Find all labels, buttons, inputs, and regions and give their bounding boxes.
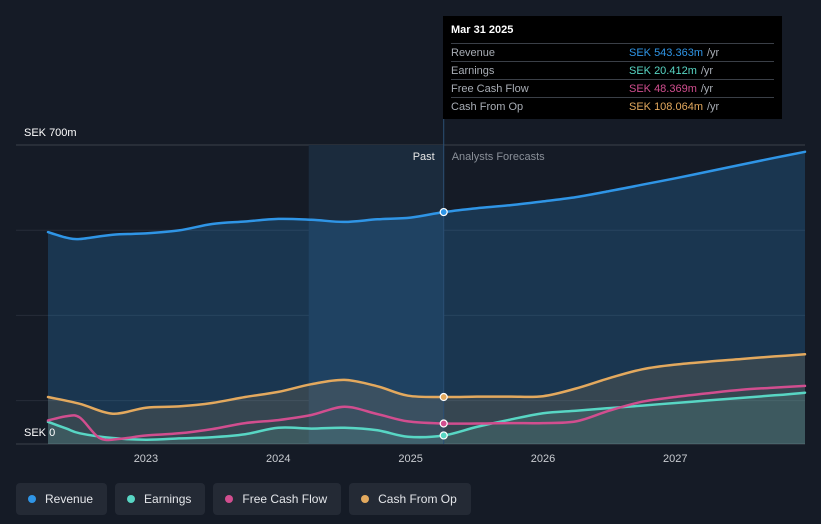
tooltip-value: SEK 48.369m bbox=[629, 82, 697, 95]
legend-label: Cash From Op bbox=[378, 492, 457, 506]
tooltip-label: Earnings bbox=[451, 64, 495, 77]
tooltip-value: SEK 108.064m bbox=[629, 100, 703, 113]
legend-label: Earnings bbox=[144, 492, 192, 506]
tooltip-row-cash-from-op: Cash From Op SEK 108.064m /yr bbox=[451, 97, 774, 115]
x-tick-label: 2026 bbox=[531, 453, 555, 465]
tooltip-date: Mar 31 2025 bbox=[451, 24, 514, 36]
tooltip-value: SEK 20.412m bbox=[629, 64, 697, 77]
legend-item-revenue[interactable]: Revenue bbox=[16, 483, 108, 515]
tooltip-value: SEK 543.363m bbox=[629, 46, 703, 59]
x-tick-label: 2024 bbox=[266, 453, 290, 465]
earnings-dot-icon bbox=[127, 495, 136, 503]
cash-from-op-dot-icon bbox=[361, 495, 370, 503]
free-cash-flow-highlight-point bbox=[439, 419, 448, 428]
tooltip-label: Cash From Op bbox=[451, 100, 524, 113]
tooltip-row-earnings: Earnings SEK 20.412m /yr bbox=[451, 61, 774, 79]
series-areas bbox=[48, 151, 805, 445]
earnings-area bbox=[48, 392, 805, 444]
revenue-highlight-point bbox=[439, 207, 448, 217]
revenue-line bbox=[46, 150, 807, 241]
past-period-highlight bbox=[308, 145, 444, 444]
free-cash-flow-dot-icon bbox=[225, 495, 234, 503]
legend-item-cash-from-op[interactable]: Cash From Op bbox=[349, 483, 471, 515]
legend-label: Free Cash Flow bbox=[242, 492, 328, 506]
revenue-dot-icon bbox=[28, 495, 36, 503]
tooltip-row-revenue: Revenue SEK 543.363m /yr bbox=[451, 43, 774, 61]
tooltip: Mar 31 2025 Revenue SEK 543.363m /yr Ear… bbox=[443, 16, 782, 119]
tooltip-unit: /yr bbox=[707, 46, 720, 59]
earnings-highlight-point bbox=[439, 431, 448, 440]
tooltip-unit: /yr bbox=[700, 82, 714, 95]
legend-label: Revenue bbox=[45, 492, 94, 506]
series-lines bbox=[46, 150, 807, 442]
tooltip-row-free-cash-flow: Free Cash Flow SEK 48.369m /yr bbox=[451, 79, 774, 97]
highlight-markers bbox=[439, 207, 448, 440]
tooltip-label: Free Cash Flow bbox=[451, 82, 529, 95]
tooltip-label: Revenue bbox=[451, 46, 496, 59]
x-axis-ticks: 2023 2024 2025 2026 2027 bbox=[134, 453, 688, 465]
x-tick-label: 2023 bbox=[134, 453, 158, 465]
analysts-forecasts-label: Analysts Forecasts bbox=[452, 151, 545, 163]
revenue-area bbox=[48, 151, 805, 445]
legend-item-earnings[interactable]: Earnings bbox=[115, 483, 206, 515]
tooltip-unit: /yr bbox=[707, 100, 720, 113]
legend: Revenue Earnings Free Cash Flow Cash Fro… bbox=[16, 483, 471, 515]
y-axis-top-label: SEK 700m bbox=[24, 127, 77, 139]
y-axis-bottom-label: SEK 0 bbox=[24, 427, 55, 439]
cash-from-op-line bbox=[46, 353, 807, 415]
earnings-line bbox=[46, 391, 807, 441]
legend-item-free-cash-flow[interactable]: Free Cash Flow bbox=[213, 483, 342, 515]
past-label: Past bbox=[413, 151, 435, 163]
tooltip-unit: /yr bbox=[700, 64, 714, 77]
x-tick-label: 2025 bbox=[398, 453, 422, 465]
free-cash-flow-line bbox=[46, 384, 807, 442]
x-tick-label: 2027 bbox=[663, 453, 687, 465]
cash-from-op-highlight-point bbox=[439, 392, 448, 402]
